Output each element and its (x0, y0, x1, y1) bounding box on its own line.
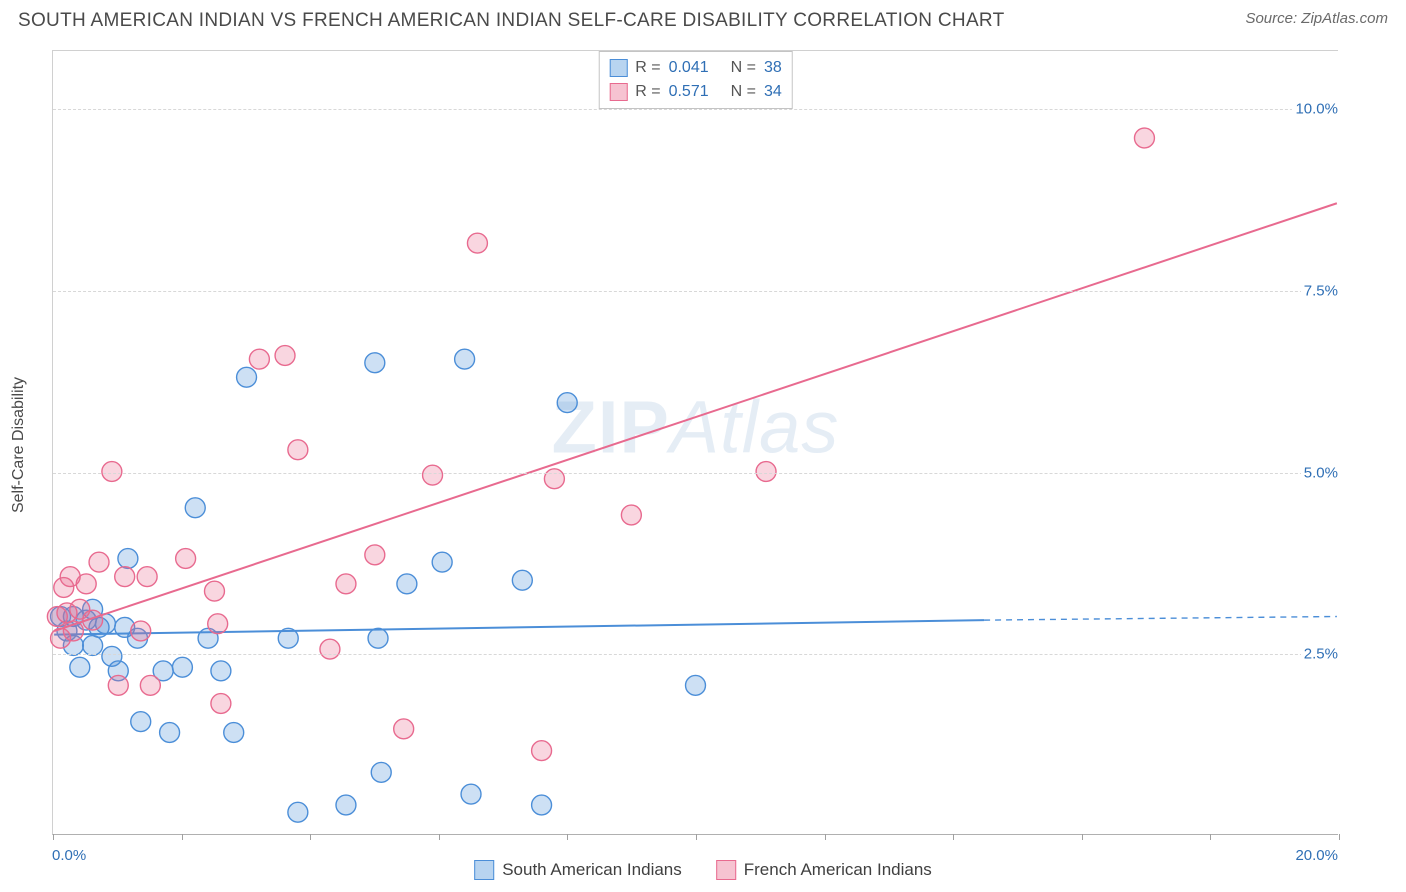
trend-line-south (54, 620, 984, 635)
legend-label-french: French American Indians (744, 860, 932, 880)
data-point-south (371, 762, 391, 782)
data-point-french (336, 574, 356, 594)
legend-label-south: South American Indians (502, 860, 682, 880)
data-point-french (365, 545, 385, 565)
y-tick-label: 10.0% (1292, 101, 1341, 118)
stats-row-french: R = 0.571 N = 34 (609, 80, 782, 104)
swatch-french (609, 83, 627, 101)
data-point-french (467, 233, 487, 253)
data-point-french (532, 741, 552, 761)
x-tick (696, 834, 697, 840)
stats-row-south: R = 0.041 N = 38 (609, 56, 782, 80)
x-tick (825, 834, 826, 840)
n-value-french: 34 (764, 80, 782, 104)
data-point-french (756, 462, 776, 482)
y-tick-label: 7.5% (1301, 282, 1341, 299)
data-point-south (512, 570, 532, 590)
gridline (53, 654, 1338, 655)
n-label: N = (731, 56, 756, 80)
n-value-south: 38 (764, 56, 782, 80)
legend-swatch-south (474, 860, 494, 880)
x-tick (1082, 834, 1083, 840)
data-point-south (365, 353, 385, 373)
y-tick-label: 5.0% (1301, 464, 1341, 481)
trend-line-dashed-south (984, 617, 1337, 621)
legend-item-french: French American Indians (716, 860, 932, 880)
data-point-french (423, 465, 443, 485)
chart-plot-area: ZIPAtlas R = 0.041 N = 38 R = 0.571 N = … (52, 50, 1338, 835)
x-tick (310, 834, 311, 840)
y-tick-label: 2.5% (1301, 646, 1341, 663)
data-point-french (275, 346, 295, 366)
data-point-french (320, 639, 340, 659)
x-tick (567, 834, 568, 840)
x-axis-label-start: 0.0% (52, 847, 86, 864)
data-point-french (394, 719, 414, 739)
data-point-south (160, 723, 180, 743)
legend: South American Indians French American I… (474, 860, 932, 880)
x-tick (1339, 834, 1340, 840)
data-point-french (205, 581, 225, 601)
x-tick (53, 834, 54, 840)
data-point-french (76, 574, 96, 594)
data-point-south (237, 367, 257, 387)
data-point-south (368, 628, 388, 648)
data-point-south (557, 393, 577, 413)
data-point-south (455, 349, 475, 369)
data-point-south (118, 549, 138, 569)
y-axis-title: Self-Care Disability (10, 377, 28, 513)
x-axis-label-end: 20.0% (1295, 847, 1338, 864)
data-point-french (102, 462, 122, 482)
data-point-south (288, 802, 308, 822)
data-point-french (115, 567, 135, 587)
data-point-french (89, 552, 109, 572)
x-tick (182, 834, 183, 840)
data-point-french (176, 549, 196, 569)
data-point-south (397, 574, 417, 594)
data-point-french (621, 505, 641, 525)
data-point-french (140, 675, 160, 695)
data-point-south (172, 657, 192, 677)
chart-title: SOUTH AMERICAN INDIAN VS FRENCH AMERICAN… (18, 10, 1005, 32)
data-point-french (211, 694, 231, 714)
data-point-south (432, 552, 452, 572)
gridline (53, 291, 1338, 292)
x-tick (1210, 834, 1211, 840)
data-point-french (137, 567, 157, 587)
data-point-south (83, 636, 103, 656)
data-point-french (208, 614, 228, 634)
data-point-south (686, 675, 706, 695)
gridline (53, 109, 1338, 110)
r-value-south: 0.041 (669, 56, 709, 80)
scatter-svg (53, 51, 1338, 834)
data-point-french (288, 440, 308, 460)
data-point-french (131, 621, 151, 641)
data-point-south (461, 784, 481, 804)
trend-line-french (54, 203, 1337, 631)
data-point-french (249, 349, 269, 369)
data-point-south (70, 657, 90, 677)
data-point-south (211, 661, 231, 681)
r-label: R = (635, 80, 660, 104)
x-tick (439, 834, 440, 840)
data-point-south (532, 795, 552, 815)
data-point-french (1134, 128, 1154, 148)
r-value-french: 0.571 (669, 80, 709, 104)
n-label: N = (731, 80, 756, 104)
legend-swatch-french (716, 860, 736, 880)
source-label: Source: ZipAtlas.com (1245, 10, 1388, 27)
x-tick (953, 834, 954, 840)
data-point-french (108, 675, 128, 695)
swatch-south (609, 59, 627, 77)
data-point-south (224, 723, 244, 743)
correlation-stats-box: R = 0.041 N = 38 R = 0.571 N = 34 (598, 51, 793, 109)
legend-item-south: South American Indians (474, 860, 682, 880)
data-point-south (336, 795, 356, 815)
data-point-south (185, 498, 205, 518)
r-label: R = (635, 56, 660, 80)
gridline (53, 473, 1338, 474)
data-point-south (131, 712, 151, 732)
